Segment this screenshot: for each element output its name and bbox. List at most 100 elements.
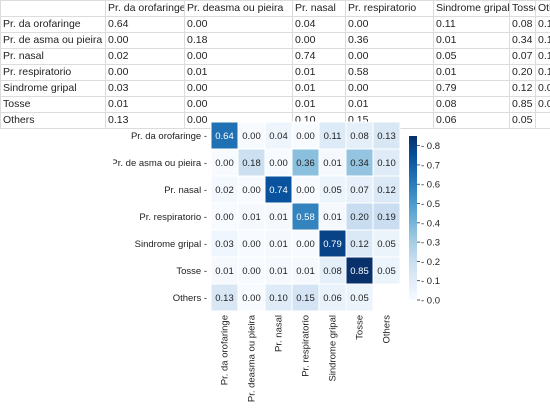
heatmap-cell-label: 0.05: [377, 239, 396, 250]
heatmap-cell-label: 0.00: [269, 158, 288, 169]
heatmap-row-label: Pr. da orofaringe -: [131, 131, 207, 142]
table-cell: 0.03: [106, 81, 185, 97]
heatmap-cell: [373, 284, 400, 311]
table-cell: 0.01: [293, 81, 346, 97]
heatmap-cell-label: 0.05: [323, 185, 342, 196]
heatmap-cell-label: 0.64: [215, 131, 234, 142]
table-cell: 0.18: [185, 33, 293, 49]
table-row-label: Pr. da orofaringe: [1, 17, 106, 33]
heatmap-cell-label: 0.20: [350, 212, 369, 223]
heatmap-cell-label: 0.00: [242, 239, 261, 250]
colorbar: [409, 136, 417, 300]
heatmap-col-label: Pr. da orofaringe: [220, 315, 231, 385]
table-cell: 0.01: [106, 97, 185, 113]
table-header-cell: Pr. deasma ou pieira: [185, 1, 293, 17]
heatmap-cell-label: 0.13: [377, 131, 396, 142]
heatmap-cell-label: 0.04: [269, 131, 288, 142]
heatmap-col-label: Sindrome gripal: [328, 315, 339, 382]
heatmap-row-label: Pr. respiratorio -: [139, 212, 207, 223]
data-table: Pr. da orofaringe Pr. deasma ou pieira Pr.…: [0, 0, 550, 129]
table-cell: 0.00: [185, 97, 293, 113]
table-cell: 0.74: [293, 49, 346, 65]
table-cell: 0.01: [185, 65, 293, 81]
table-row-label: Others: [1, 113, 106, 129]
heatmap-cell-label: 0.15: [296, 293, 315, 304]
heatmap-cell-label: 0.19: [377, 212, 396, 223]
heatmap-cell-label: 0.00: [296, 185, 315, 196]
table-cell: 0.58: [346, 65, 434, 81]
colorbar-tick-label: - 0.0: [421, 296, 440, 307]
table-cell: 0.00: [106, 65, 185, 81]
heatmap-cell-label: 0.34: [350, 158, 369, 169]
heatmap-cell-label: 0.00: [242, 293, 261, 304]
heatmap-cell-label: 0.01: [242, 212, 261, 223]
heatmap-cell-label: 0.00: [242, 266, 261, 277]
heatmap-cell-label: 0.36: [296, 158, 315, 169]
table-cell: 0.12: [536, 49, 550, 65]
heatmap-cell-label: 0.58: [296, 212, 315, 223]
table-cell: 0.13: [536, 17, 550, 33]
heatmap-cell-label: 0.02: [215, 185, 234, 196]
table-cell: 0.07: [510, 49, 536, 65]
table-cell: 0.01: [346, 97, 434, 113]
heatmap-cell-label: 0.00: [296, 239, 315, 250]
table-cell: 0.00: [185, 81, 293, 97]
heatmap-cell-label: 0.10: [269, 293, 288, 304]
heatmap-cell-label: 0.01: [296, 266, 315, 277]
heatmap-col-label: Pr. respiratorio: [301, 315, 312, 377]
table-row-label: Tosse: [1, 97, 106, 113]
colorbar-tick-label: - 0.2: [421, 257, 440, 268]
table-cell: 0.85: [510, 97, 536, 113]
heatmap-row-label: Pr. nasal -: [164, 185, 207, 196]
colorbar-tick-label: - 0.1: [421, 276, 440, 287]
heatmap-cell-label: 0.00: [242, 131, 261, 142]
table-header-cell: Tosse: [510, 1, 536, 17]
table-cell: 0.36: [346, 33, 434, 49]
table-row-label: Pr. respiratorio: [1, 65, 106, 81]
heatmap-cell-label: 0.10: [377, 158, 396, 169]
table-header-cell: Sindrome gripal: [434, 1, 510, 17]
table-cell: 0.64: [106, 17, 185, 33]
heatmap-cell-label: 0.01: [269, 239, 288, 250]
heatmap-col-label: Pr. nasal: [274, 315, 285, 352]
table-cell: 0.05: [536, 81, 550, 97]
table-row-label: Pr. de asma ou pieira: [1, 33, 106, 49]
heatmap-cell-label: 0.12: [377, 185, 396, 196]
heatmap-col-label: Tosse: [355, 315, 366, 340]
heatmap-cell-label: 0.01: [323, 212, 342, 223]
heatmap-col-label: Others: [382, 315, 393, 344]
heatmap-cell-label: 0.12: [350, 239, 369, 250]
table-cell: 0.04: [293, 17, 346, 33]
heatmap-row-label: Tosse -: [176, 266, 207, 277]
table-cell: 0.08: [434, 97, 510, 113]
table-cell: 0.34: [510, 33, 536, 49]
heatmap-cell-label: 0.05: [350, 293, 369, 304]
heatmap-cell-label: 0.03: [215, 239, 234, 250]
table-cell: 0.01: [293, 97, 346, 113]
heatmap-cell-label: 0.01: [323, 158, 342, 169]
table-header-cell: Others: [536, 1, 550, 17]
heatmap-cell-label: 0.07: [350, 185, 369, 196]
heatmap-cell-label: 0.00: [215, 158, 234, 169]
table-header-cell: Pr. respiratorio: [346, 1, 434, 17]
table-cell: 0.08: [510, 17, 536, 33]
table-row-label: Pr. nasal: [1, 49, 106, 65]
table-cell: 0.00: [346, 17, 434, 33]
heatmap-row-label: Sindrome gripal -: [135, 239, 207, 250]
colorbar-tick-label: - 0.6: [421, 180, 440, 191]
heatmap-cell-label: 0.00: [296, 131, 315, 142]
colorbar-tick-label: - 0.4: [421, 218, 440, 229]
heatmap-cell-label: 0.13: [215, 293, 234, 304]
colorbar-tick-label: - 0.7: [421, 160, 440, 171]
table-cell: 0.11: [434, 17, 510, 33]
heatmap-cell-label: 0.74: [269, 185, 288, 196]
table-cell: 0.05: [536, 97, 550, 113]
table-cell: 0.01: [434, 33, 510, 49]
heatmap-cell-label: 0.00: [242, 185, 261, 196]
table-cell: 0.12: [510, 81, 536, 97]
table-cell: 0.01: [434, 65, 510, 81]
